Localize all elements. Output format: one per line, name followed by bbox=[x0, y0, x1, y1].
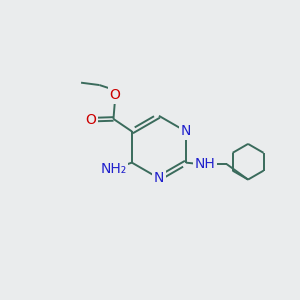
Text: NH₂: NH₂ bbox=[100, 162, 127, 176]
Text: O: O bbox=[110, 88, 120, 102]
Text: O: O bbox=[85, 112, 96, 127]
Text: N: N bbox=[181, 124, 191, 138]
Text: NH: NH bbox=[195, 157, 216, 171]
Text: N: N bbox=[154, 171, 164, 185]
